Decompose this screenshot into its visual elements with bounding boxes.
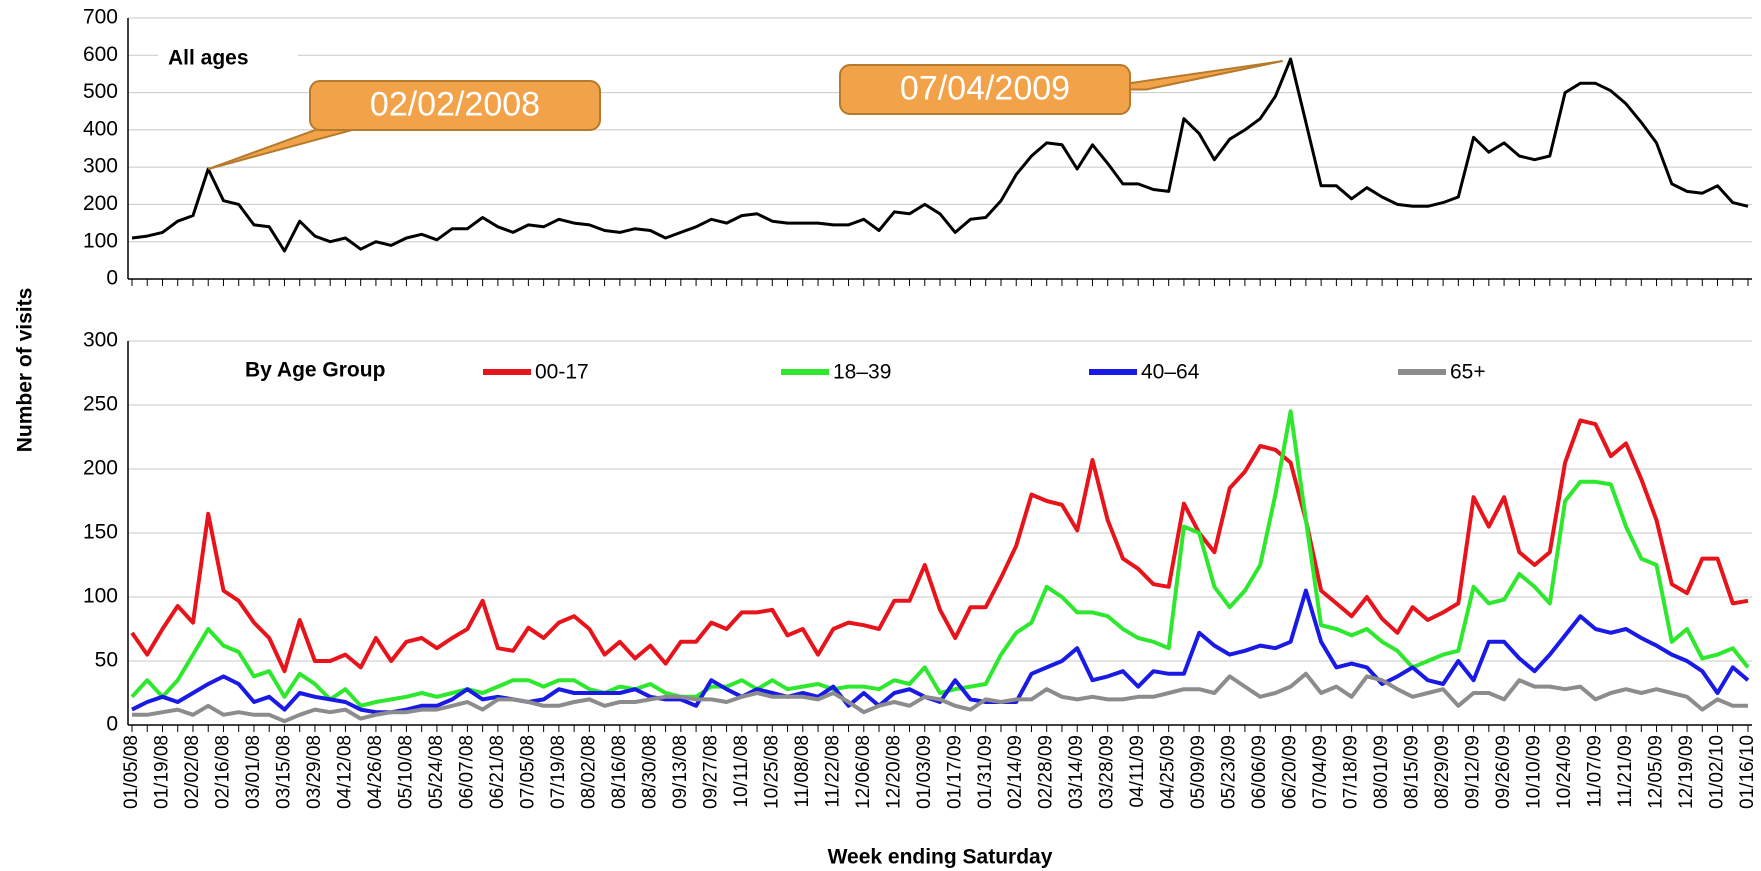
x-tick-label: 02/02/08 — [182, 735, 203, 809]
x-tick-label: 10/24/09 — [1554, 735, 1575, 809]
y-tick-label: 150 — [83, 521, 118, 544]
x-tick-label: 03/29/08 — [304, 735, 325, 809]
x-tick-label: 10/11/08 — [731, 735, 752, 808]
x-tick-label: 08/16/08 — [609, 735, 630, 809]
x-tick-label: 06/21/08 — [487, 735, 508, 809]
annotation: All ages — [168, 47, 249, 70]
x-tick-label: 01/02/10 — [1707, 735, 1728, 809]
x-tick-label: 03/14/09 — [1066, 735, 1087, 809]
series-line — [132, 671, 1748, 724]
y-tick-label: 200 — [83, 457, 118, 480]
x-tick-label: 03/15/08 — [273, 735, 294, 809]
legend-label: 65+ — [1450, 361, 1486, 384]
x-tick-label: 02/28/09 — [1036, 735, 1057, 809]
y-tick-label: 100 — [83, 585, 118, 608]
x-tick-label: 02/14/09 — [1005, 735, 1026, 809]
x-tick-label: 08/30/08 — [639, 735, 660, 809]
legend-label: 00-17 — [535, 361, 589, 384]
y-tick-label: 250 — [83, 393, 118, 416]
x-tick-label: 01/16/10 — [1737, 735, 1758, 809]
x-tick-label: 03/28/09 — [1097, 735, 1118, 809]
callout-box — [309, 80, 601, 131]
x-tick-label: 05/23/09 — [1219, 735, 1240, 809]
x-tick-label: 04/26/08 — [365, 735, 386, 809]
y-tick-label: 700 — [83, 6, 118, 29]
x-tick-label: 11/07/09 — [1585, 735, 1606, 808]
x-tick-label: 01/05/08 — [121, 735, 142, 809]
x-tick-label: 05/24/08 — [426, 735, 447, 809]
x-tick-label: 06/20/09 — [1280, 735, 1301, 809]
x-tick-label: 06/06/09 — [1249, 735, 1270, 809]
x-tick-label: 09/26/09 — [1493, 735, 1514, 809]
x-tick-label: 01/17/09 — [944, 735, 965, 809]
y-tick-label: 200 — [83, 192, 118, 215]
x-tick-label: 12/20/08 — [883, 735, 904, 809]
x-tick-label: 10/25/08 — [761, 735, 782, 809]
x-tick-label: 07/04/09 — [1310, 735, 1331, 809]
annotation-bg — [158, 42, 298, 76]
y-tick-label: 300 — [83, 329, 118, 352]
y-tick-label: 0 — [106, 267, 118, 290]
x-tick-label: 08/29/09 — [1432, 735, 1453, 809]
x-tick-label: 03/01/08 — [243, 735, 264, 809]
x-tick-label: 11/22/08 — [822, 735, 843, 808]
series-line — [131, 57, 1749, 253]
x-tick-label: 04/12/08 — [334, 735, 355, 809]
legend-title: By Age Group — [245, 359, 385, 382]
x-tick-label: 06/07/08 — [456, 735, 477, 809]
y-tick-label: 50 — [95, 649, 118, 672]
x-tick-label: 04/25/09 — [1158, 735, 1179, 809]
callout-text: 07/04/2009 — [900, 69, 1070, 107]
x-tick-label: 04/11/09 — [1127, 735, 1148, 808]
y-tick-label: 400 — [83, 117, 118, 140]
x-tick-label: 02/16/08 — [212, 735, 233, 809]
x-tick-label: 09/27/08 — [700, 735, 721, 809]
y-tick-label: 100 — [83, 229, 118, 252]
x-tick-label: 07/18/09 — [1341, 735, 1362, 809]
y-tick-label: 300 — [83, 155, 118, 178]
x-tick-label: 07/05/08 — [517, 735, 538, 809]
series-line — [130, 409, 1750, 708]
x-tick-label: 12/19/09 — [1676, 735, 1697, 809]
y-axis-label: Number of visits — [14, 288, 37, 453]
x-tick-label: 01/19/08 — [152, 735, 173, 809]
x-tick-label: 09/12/09 — [1463, 735, 1484, 809]
x-tick-label: 12/06/08 — [853, 735, 874, 809]
y-tick-label: 600 — [83, 43, 118, 66]
x-tick-label: 01/03/09 — [914, 735, 935, 809]
x-tick-label: 05/10/08 — [395, 735, 416, 809]
x-axis-label: Week ending Saturday — [828, 846, 1053, 869]
x-tick-label: 05/09/09 — [1188, 735, 1209, 809]
callout-text: 02/02/2008 — [370, 85, 540, 123]
legend-bg — [236, 352, 1556, 392]
legend-label: 40–64 — [1141, 361, 1200, 384]
x-tick-label: 11/21/09 — [1615, 735, 1636, 808]
x-tick-label: 01/31/09 — [975, 735, 996, 809]
legend-label: 18–39 — [833, 361, 891, 384]
x-tick-label: 10/10/09 — [1524, 735, 1545, 809]
y-tick-label: 500 — [83, 80, 118, 103]
series-line — [130, 418, 1749, 674]
x-tick-label: 08/01/09 — [1371, 735, 1392, 809]
x-tick-label: 08/15/09 — [1402, 735, 1423, 809]
x-tick-label: 09/13/08 — [670, 735, 691, 809]
x-tick-label: 07/19/08 — [548, 735, 569, 809]
callout-box — [839, 64, 1131, 115]
y-tick-label: 0 — [106, 713, 118, 736]
x-tick-label: 12/05/09 — [1646, 735, 1667, 809]
x-tick-label: 11/08/08 — [792, 735, 813, 808]
x-tick-label: 08/02/08 — [578, 735, 599, 809]
